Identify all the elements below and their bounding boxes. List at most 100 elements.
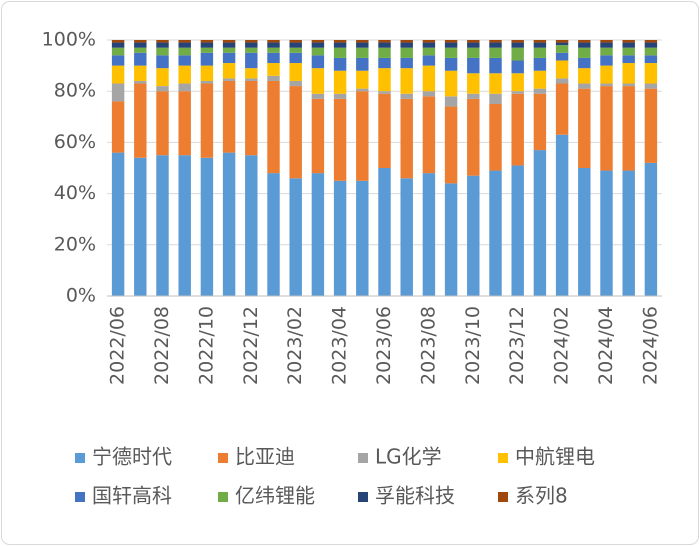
bar-segment xyxy=(511,47,524,61)
bar-segment xyxy=(356,70,369,89)
bar-segment xyxy=(378,47,391,58)
y-tick-label: 20% xyxy=(54,233,96,255)
legend-label: 系列8 xyxy=(515,484,568,508)
bar-segment xyxy=(533,88,547,94)
bar-segment xyxy=(555,78,569,84)
bar-segment xyxy=(622,170,635,296)
y-tick-label: 40% xyxy=(54,182,96,204)
bar-segment xyxy=(644,88,658,163)
bar-segment xyxy=(467,57,480,74)
bar-segment xyxy=(156,47,169,56)
bar-segment xyxy=(111,83,125,102)
bar-segment xyxy=(400,93,413,99)
bar-segment xyxy=(444,40,458,43)
bar-segment xyxy=(134,42,147,48)
bar-segment xyxy=(356,91,369,181)
bar-segment xyxy=(622,47,635,56)
bar-segment xyxy=(489,40,502,43)
bar-segment xyxy=(644,55,658,64)
bar-segment xyxy=(156,42,169,48)
bar-segment xyxy=(578,88,591,168)
bar-segment xyxy=(156,91,169,156)
bar-segment xyxy=(511,42,524,48)
bar-segment xyxy=(111,101,125,153)
bar-segment xyxy=(444,183,458,296)
bar-segment xyxy=(600,47,613,56)
bar-segment xyxy=(644,63,658,84)
bar-segment xyxy=(245,52,258,69)
bar-segment xyxy=(422,55,436,66)
bar-segment xyxy=(311,68,325,94)
bar-segment xyxy=(134,80,147,84)
bar-segment xyxy=(422,42,436,48)
bar-segment xyxy=(311,55,325,69)
legend-swatch xyxy=(75,492,85,502)
bar-segment xyxy=(444,57,458,71)
bar-segment xyxy=(467,47,480,58)
bar-segment xyxy=(422,173,436,296)
bar-segment xyxy=(356,40,369,43)
bar-segment xyxy=(644,162,658,296)
x-tick-label: 2023/02 xyxy=(284,306,306,385)
legend-swatch xyxy=(498,492,508,502)
bar-segment xyxy=(555,40,569,43)
bar-segment xyxy=(444,96,458,107)
legend-label: 孚能科技 xyxy=(375,484,455,508)
bar-segment xyxy=(400,178,413,296)
bar-segment xyxy=(134,47,147,53)
bar-segment xyxy=(311,173,325,296)
x-tick-label: 2022/06 xyxy=(107,306,129,385)
bar-segment xyxy=(578,68,591,84)
legend-swatch xyxy=(218,453,228,463)
bar-segment xyxy=(200,157,214,296)
bar-segment xyxy=(555,134,569,296)
bar-segment xyxy=(489,73,502,94)
bar-segment xyxy=(289,42,302,48)
bar-segment xyxy=(511,73,524,92)
bar-segment xyxy=(222,52,236,64)
bar-segment xyxy=(467,40,480,43)
bar-segment xyxy=(289,80,302,87)
bar-segment xyxy=(200,47,214,53)
bar-segment xyxy=(378,40,391,43)
bar-segment xyxy=(289,63,302,81)
bar-segment xyxy=(444,70,458,97)
bar-segment xyxy=(222,63,236,79)
bar-segment xyxy=(245,47,258,53)
bar-segment xyxy=(533,57,547,71)
bar-segment xyxy=(644,83,658,89)
bar-segment xyxy=(222,78,236,81)
bar-segment xyxy=(489,47,502,58)
legend-label: 宁德时代 xyxy=(92,445,172,469)
bar-segment xyxy=(600,42,613,48)
bar-segment xyxy=(622,40,635,43)
bar-segment xyxy=(245,155,258,296)
x-tick-label: 2022/08 xyxy=(151,306,173,385)
bar-segment xyxy=(444,106,458,184)
y-tick-label: 0% xyxy=(66,285,96,307)
bar-segment xyxy=(467,93,480,99)
bar-segment xyxy=(378,42,391,48)
x-tick-label: 2023/06 xyxy=(373,306,395,385)
bar-segment xyxy=(378,68,391,92)
bar-segment xyxy=(400,98,413,179)
bar-segment xyxy=(489,104,502,171)
bar-segment xyxy=(134,40,147,43)
bar-segment xyxy=(333,98,347,181)
bar-segment xyxy=(333,180,347,296)
bar-segment xyxy=(178,55,191,66)
bar-segment xyxy=(178,65,191,84)
bar-segment xyxy=(178,42,191,48)
bar-segment xyxy=(311,93,325,99)
bar-segment xyxy=(356,88,369,92)
bar-segment xyxy=(111,40,125,43)
bar-segment xyxy=(289,47,302,53)
bar-segment xyxy=(245,78,258,81)
bar-segment xyxy=(622,83,635,87)
bar-segment xyxy=(178,155,191,296)
legend-label: 亿纬锂能 xyxy=(235,484,315,508)
bar-segment xyxy=(600,86,613,171)
bar-segment xyxy=(578,83,591,89)
bar-segment xyxy=(156,86,169,92)
